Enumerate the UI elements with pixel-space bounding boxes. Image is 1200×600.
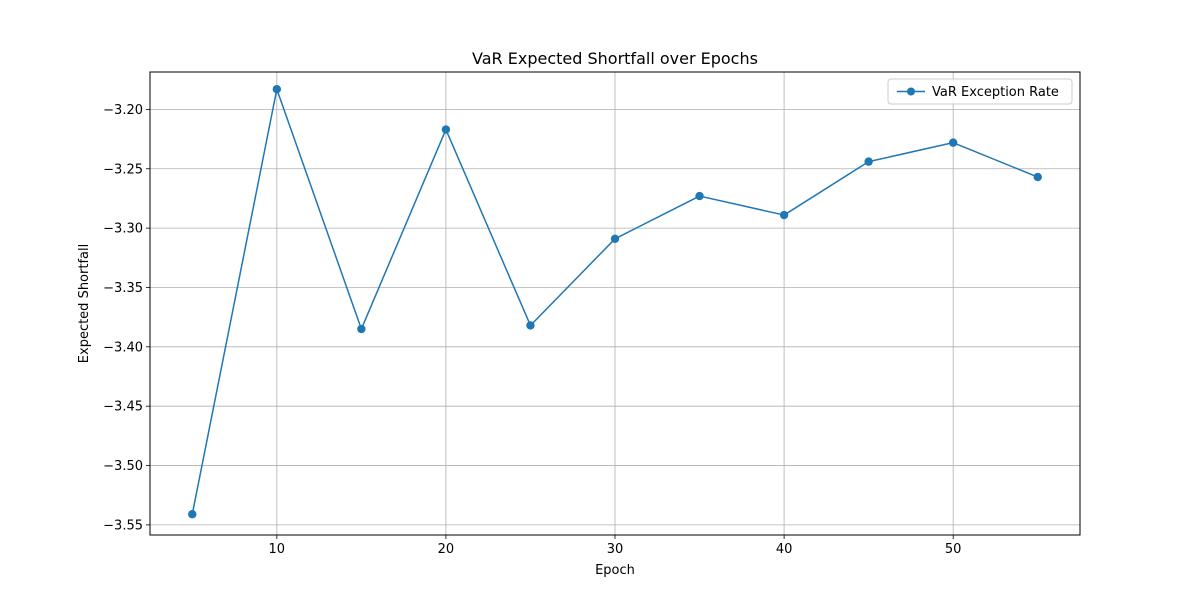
data-point bbox=[441, 125, 451, 134]
data-point bbox=[610, 234, 620, 243]
legend-box bbox=[887, 78, 1073, 105]
legend: VaR Exception Rate bbox=[887, 78, 1073, 105]
x-axis-ticks: 10 20 30 40 50 bbox=[269, 535, 962, 557]
data-point bbox=[779, 210, 789, 220]
y-tick-label: −3.55 bbox=[103, 518, 143, 533]
y-tick-label: −3.30 bbox=[103, 222, 143, 237]
data-point bbox=[526, 321, 535, 330]
y-axis-ticks: −3.55 −3.50 −3.45 −3.40 −3.35 −3.30 −3.25 −3.20 bbox=[103, 103, 150, 533]
y-tick-label: −3.20 bbox=[103, 103, 143, 118]
y-axis-label: Expected Shortfall bbox=[77, 244, 92, 363]
x-axis-label: Epoch bbox=[595, 563, 635, 578]
data-point bbox=[272, 85, 282, 94]
x-tick-label: 30 bbox=[607, 542, 624, 557]
y-tick-label: −3.35 bbox=[103, 281, 143, 296]
data-point bbox=[1033, 172, 1042, 182]
x-tick-label: 10 bbox=[269, 542, 286, 557]
legend-entry-label: VaR Exception Rate bbox=[932, 85, 1059, 100]
data-point bbox=[948, 138, 958, 147]
y-tick-label: −3.50 bbox=[103, 459, 143, 474]
grid bbox=[150, 72, 1080, 535]
y-tick-label: −3.25 bbox=[103, 162, 143, 177]
data-point bbox=[695, 191, 704, 201]
chart-title: VaR Expected Shortfall over Epochs bbox=[472, 49, 758, 68]
x-tick-label: 20 bbox=[438, 542, 455, 557]
data-point bbox=[357, 324, 366, 334]
data-point bbox=[864, 157, 873, 166]
x-tick-label: 40 bbox=[776, 542, 793, 557]
x-tick-label: 50 bbox=[945, 542, 962, 557]
y-tick-label: −3.45 bbox=[103, 400, 143, 415]
data-point bbox=[188, 510, 197, 519]
series-layer bbox=[188, 85, 1042, 519]
legend-marker-swatch bbox=[907, 87, 915, 96]
y-tick-label: −3.40 bbox=[103, 340, 143, 355]
